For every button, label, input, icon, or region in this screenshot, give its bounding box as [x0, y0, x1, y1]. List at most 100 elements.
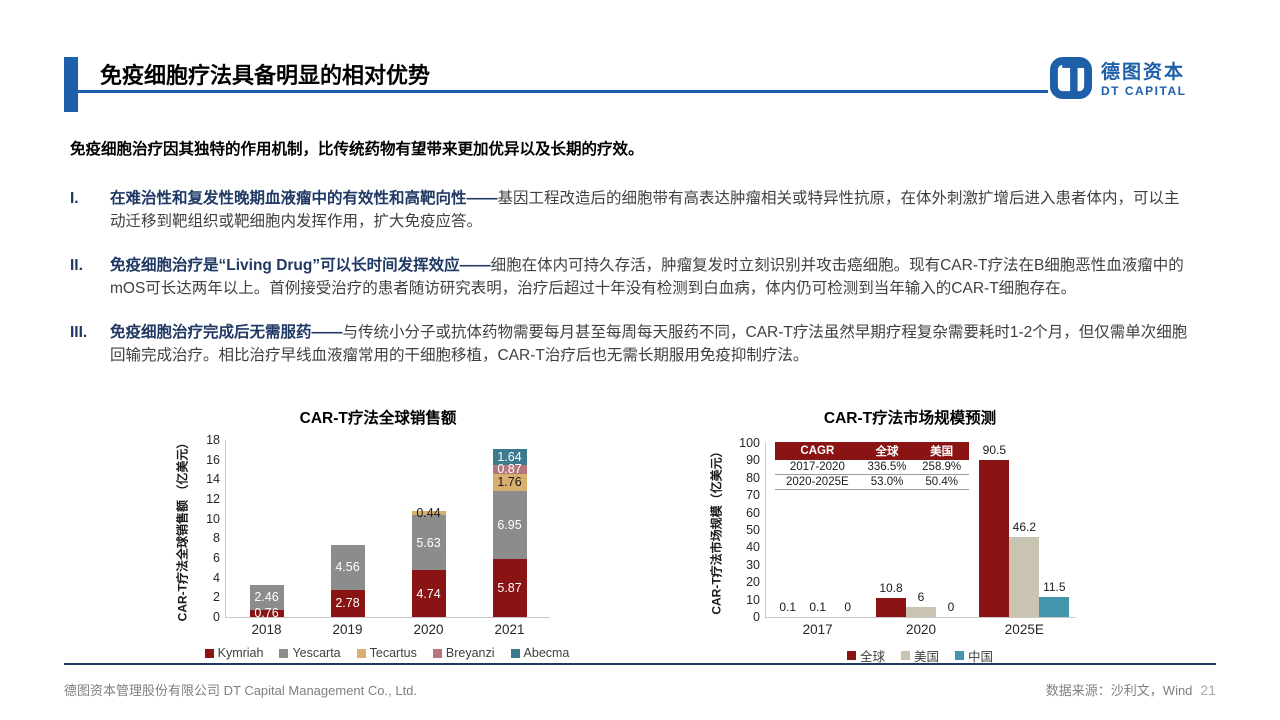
x-tick-label: 2018	[251, 622, 282, 637]
legend-swatch	[510, 648, 520, 658]
chart-cart-global-sales: CAR-T疗法全球销售额 CAR-T疗法全球销售额 （亿美元） 0 2 4 6 8 10 1…	[168, 406, 588, 660]
bar-value-label: 1.64	[497, 450, 522, 465]
logo-text-cn: 德图资本	[1101, 61, 1186, 83]
y-tick-label: 12	[206, 492, 220, 506]
y-tick-label: 10	[206, 511, 220, 526]
table-header-cell: 全球	[859, 442, 915, 460]
bar-segment	[411, 515, 446, 571]
x-tick-label: 2021	[494, 622, 525, 637]
stacked-bar: 5.87 6.95 1.76 0.87 1.64	[492, 448, 527, 617]
footer-company: 德图资本管理股份有限公司 DT Capital Management Co., …	[64, 683, 418, 698]
legend-item: 全球	[846, 646, 885, 665]
point-1-numeral: I.	[70, 190, 79, 208]
bar-segment	[492, 465, 527, 474]
bar-value-label: 10.8	[879, 581, 903, 596]
table-cell: 258.9%	[914, 460, 969, 475]
y-tick-label: 80	[746, 470, 760, 485]
footer-right: 数据来源：沙利文，Wind 21	[1046, 680, 1216, 699]
y-tick-label: 20	[746, 575, 760, 590]
bar-segment	[492, 490, 527, 560]
plot-area-sales: CAR-T疗法全球销售额 （亿美元） 0 2 4 6 8 10 12 14 16 18 2018 20…	[176, 433, 550, 637]
table-header-cell: CAGR	[775, 442, 860, 460]
table-cell: 336.5%	[859, 460, 915, 475]
y-tick-label: 40	[746, 540, 760, 555]
table-row: 2017-2020 336.5% 258.9%	[775, 460, 969, 475]
cagr-table: CAGR 全球 美国 2017-2020 336.5% 258.9% 2020-2025E 5…	[775, 442, 969, 490]
bar-value-label: 6	[917, 589, 925, 604]
legend-swatch	[279, 648, 289, 658]
point-3-numeral: III.	[70, 324, 88, 342]
table-cell: 50.4%	[914, 474, 969, 490]
legend-label: Breyanzi	[445, 646, 495, 660]
bar-segment	[492, 473, 527, 491]
point-1-text: 在难治性和复发性晚期血液瘤中的有效性和高靶向性——基因工程改造后的细胞带有高表达…	[110, 190, 1180, 230]
x-tick-label: 2020	[905, 622, 937, 637]
bar-value-label: 2.78	[335, 596, 360, 611]
bar-value-label: 0.76	[254, 606, 279, 621]
bar-value-label: 11.5	[1043, 579, 1066, 594]
bar-value-label: 0	[947, 600, 955, 614]
y-tick-label: 0	[213, 610, 220, 624]
legend-item: Tecartus	[356, 646, 417, 660]
page-number: 21	[1200, 682, 1216, 698]
bar-segment	[330, 589, 365, 617]
bar-value-label: 90.5	[982, 442, 1006, 457]
intro-statement: 免疫细胞治疗因其独特的作用机制，比传统药物有望带来更加优异以及长期的疗效。	[70, 141, 644, 158]
bar-segment	[330, 544, 365, 590]
grouped-bar	[1009, 536, 1040, 617]
bar-value-label: 0.44	[416, 505, 441, 520]
bar-value-label: 2.46	[254, 590, 279, 605]
y-tick-label: 0	[753, 610, 760, 624]
point-3-text: 免疫细胞治疗完成后无需服药——与传统小分子或抗体药物需要每月甚至每周每天服药不同…	[110, 324, 1188, 364]
y-tick-label: 6	[213, 551, 220, 565]
x-tick-label: 2019	[332, 622, 363, 637]
legend-swatch	[955, 651, 964, 660]
chart-title: CAR-T疗法全球销售额	[299, 410, 457, 427]
bar-segment	[492, 448, 527, 466]
bar-value-label: 5.87	[497, 581, 522, 596]
body-content: 免疫细胞治疗因其独特的作用机制，比传统药物有望带来更加优异以及长期的疗效。 I.…	[70, 139, 1192, 389]
y-tick-label: 8	[213, 531, 220, 546]
legend-swatch	[356, 648, 366, 658]
bar-segment	[249, 609, 284, 617]
table-header-cell: 美国	[914, 442, 969, 460]
table-header-row: CAGR 全球 美国	[775, 442, 969, 460]
bar-segment	[411, 510, 446, 516]
bar-segment	[492, 559, 527, 617]
legend-item: Kymriah	[204, 646, 264, 660]
y-tick-label: 16	[206, 452, 220, 467]
legend-item: 中国	[955, 646, 993, 665]
legend-forecast: 全球 美国 中国	[765, 646, 1075, 665]
bar-value-label: 0.1	[809, 599, 826, 614]
point-2: II. 免疫细胞治疗是“Living Drug”可以长时间发挥效应——细胞在体内…	[70, 255, 1192, 300]
legend-label: Abecma	[523, 646, 570, 660]
x-tick-label: 2020	[413, 622, 444, 637]
table-cell: 53.0%	[859, 474, 915, 490]
x-tick-label: 2025E	[1004, 622, 1044, 637]
stacked-bar: 2.78 4.56	[330, 544, 365, 617]
chart-cart-market-forecast: CAR-T疗法市场规模预测 CAR-T疗法市场规模（亿美元） CAGR 全球 美国 2…	[700, 406, 1120, 665]
grouped-bar	[1039, 597, 1070, 617]
bar-value-label: 4.56	[335, 560, 360, 575]
y-tick-label: 100	[739, 436, 760, 450]
y-tick-label: 60	[746, 505, 760, 520]
bar-value-label: 1.76	[497, 475, 522, 490]
bar-segment	[411, 570, 446, 617]
y-tick-label: 18	[206, 433, 220, 447]
legend-label: 全球	[859, 650, 885, 664]
stacked-bar: 4.74 5.63 0.44	[411, 506, 446, 617]
legend-swatch	[204, 648, 214, 658]
legend-item: Abecma	[510, 646, 570, 660]
point-3: III. 免疫细胞治疗完成后无需服药——与传统小分子或抗体药物需要每月甚至每周每…	[70, 322, 1192, 367]
y-tick-label: 14	[206, 472, 220, 487]
company-logo: 德图资本 DT CAPITAL	[1050, 57, 1186, 104]
bar-value-label: 4.74	[416, 586, 441, 601]
legend-item: Breyanzi	[432, 646, 495, 660]
bar-value-label: 46.2	[1012, 519, 1036, 534]
legend-label: Kymriah	[217, 646, 264, 660]
bar-value-label: 0	[844, 600, 851, 614]
dt-logo-icon	[1050, 57, 1092, 104]
point-2-text: 免疫细胞治疗是“Living Drug”可以长时间发挥效应——细胞在体内可持久存…	[110, 257, 1184, 297]
bar-value-label: 0.1	[779, 599, 797, 614]
